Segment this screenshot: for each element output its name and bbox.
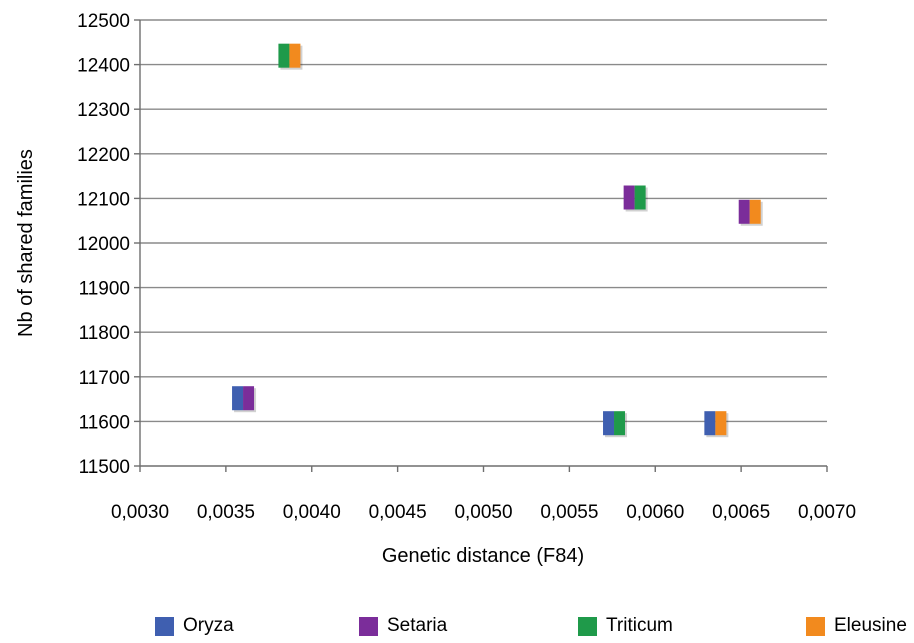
- legend-item: Triticum: [578, 615, 673, 637]
- x-axis-title: Genetic distance (F84): [382, 545, 584, 567]
- legend-label: Setaria: [387, 615, 448, 636]
- x-tick-label: 0,0035: [197, 502, 255, 523]
- y-tick-label: 11600: [79, 412, 130, 433]
- data-points: [232, 43, 763, 438]
- legend-swatch: [155, 616, 174, 636]
- data-point-right-half: [614, 411, 626, 436]
- x-tick-label: 0,0050: [454, 502, 512, 523]
- data-point: [278, 43, 303, 70]
- y-tick-labels: 11500 11600 11700 11800 11900 12000 12100 12200…: [77, 11, 130, 478]
- y-tick-label: 12000: [77, 234, 130, 255]
- data-point-right-half: [715, 411, 727, 436]
- axes: [134, 19, 828, 472]
- x-tick-labels: 0,0030 0,0035 0,0040 0,0045 0,0050 0,0055 0,00…: [111, 502, 856, 523]
- legend-item: Eleusine: [806, 615, 907, 637]
- data-point-right-half: [749, 199, 761, 224]
- y-tick-label: 12100: [77, 189, 130, 210]
- data-point-left-half: [232, 386, 244, 411]
- y-tick-label: 12200: [77, 145, 130, 166]
- data-point: [623, 185, 648, 212]
- y-tick-label: 12300: [77, 100, 130, 121]
- gridlines: [140, 19, 827, 423]
- legend-label: Triticum: [606, 615, 673, 636]
- data-point: [603, 411, 628, 438]
- data-point-left-half: [738, 199, 750, 224]
- y-tick-label: 11500: [79, 457, 130, 478]
- data-point: [232, 386, 257, 413]
- data-point-right-half: [289, 43, 301, 68]
- legend-swatch: [578, 616, 597, 636]
- y-axis-title: Nb of shared families: [15, 149, 37, 337]
- y-tick-label: 11800: [79, 323, 130, 344]
- data-point: [704, 411, 729, 438]
- legend-label: Oryza: [183, 615, 234, 636]
- data-point-left-half: [623, 185, 635, 210]
- legend-item: Oryza: [155, 615, 234, 637]
- data-point-right-half: [243, 386, 255, 411]
- x-tick-label: 0,0045: [369, 502, 427, 523]
- data-point-left-half: [603, 411, 615, 436]
- legend-item: Setaria: [359, 615, 447, 637]
- data-point-right-half: [634, 185, 646, 210]
- x-tick-label: 0,0040: [283, 502, 341, 523]
- x-tick-label: 0,0060: [626, 502, 684, 523]
- x-tick-label: 0,0070: [798, 502, 856, 523]
- x-tick-label: 0,0055: [540, 502, 598, 523]
- data-point-left-half: [278, 43, 290, 68]
- legend-swatch: [806, 616, 825, 636]
- scatter-chart: 11500 11600 11700 11800 11900 12000 12100 12200…: [15, 11, 856, 567]
- data-point: [738, 199, 763, 226]
- legend-swatch: [359, 616, 378, 636]
- y-tick-label: 11700: [79, 368, 130, 389]
- y-tick-label: 12500: [77, 11, 130, 32]
- legend-label: Eleusine: [834, 615, 907, 636]
- y-tick-label: 11900: [79, 279, 130, 300]
- y-tick-label: 12400: [77, 56, 130, 77]
- data-point-left-half: [704, 411, 716, 436]
- x-tick-label: 0,0030: [111, 502, 169, 523]
- legend: Oryza Setaria Triticum Eleusine: [0, 612, 914, 640]
- x-tick-label: 0,0065: [712, 502, 770, 523]
